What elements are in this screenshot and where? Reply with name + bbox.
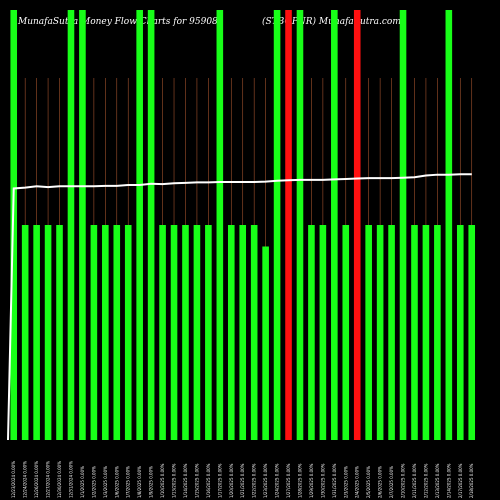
bar xyxy=(319,225,327,440)
x-tick-label: 1/7/2025 0.00% xyxy=(126,466,131,498)
x-tick-label: 1/2/2025 0.00% xyxy=(91,466,96,498)
x-tick-label: 2/18/2025 0.00% xyxy=(469,463,474,498)
x-tick-label: 2/3/2025 0.00% xyxy=(343,466,348,498)
x-tick-label: 2/6/2025 0.00% xyxy=(378,466,383,498)
x-tick-label: 1/30/2025 0.00% xyxy=(320,463,325,498)
x-tick-label: 1/31/2025 0.00% xyxy=(332,463,337,498)
bar xyxy=(170,225,178,440)
x-tick-label: 2/12/2025 0.00% xyxy=(423,463,428,498)
bar xyxy=(434,225,441,440)
bar xyxy=(308,225,315,440)
bar xyxy=(262,246,269,440)
x-tick-label: 1/23/2025 0.00% xyxy=(263,463,268,498)
x-tick-label: 1/6/2025 0.00% xyxy=(114,466,119,498)
bar xyxy=(159,225,166,440)
x-tick-label: 2/13/2025 0.00% xyxy=(435,463,440,498)
x-tick-label: 1/1/2025 0.00% xyxy=(80,466,85,498)
money-flow-line xyxy=(7,173,472,441)
bar-series xyxy=(10,10,476,440)
bar xyxy=(67,10,75,440)
x-tick-label: 1/9/2025 0.00% xyxy=(149,466,154,498)
bar xyxy=(273,10,281,440)
x-tick-label: 2/14/2025 0.00% xyxy=(446,463,451,498)
bar xyxy=(102,225,109,440)
bar xyxy=(342,225,350,440)
bar xyxy=(468,225,476,440)
bar xyxy=(422,225,430,440)
bar xyxy=(136,10,143,440)
bar xyxy=(44,225,52,440)
x-tick-label: 2/5/2025 0.00% xyxy=(366,466,371,498)
bar xyxy=(445,10,453,440)
bar xyxy=(285,10,292,440)
x-tick-label: 2/17/2025 0.00% xyxy=(458,463,463,498)
bar xyxy=(331,10,338,440)
x-tick-label: 1/28/2025 0.00% xyxy=(297,463,302,498)
bar xyxy=(56,225,63,440)
bar xyxy=(90,225,98,440)
x-tick-label: 1/3/2025 0.00% xyxy=(103,466,108,498)
x-tick-label: 1/27/2025 0.00% xyxy=(286,463,291,498)
x-tick-label: 1/10/2025 0.00% xyxy=(160,463,165,498)
x-tick-labels: 12/23/2024 0.00% 12/24/2024 0.00% 12/26/20… xyxy=(11,461,474,498)
bar xyxy=(147,10,155,440)
x-tick-label: 1/17/2025 0.00% xyxy=(217,463,222,498)
x-tick-label: 2/10/2025 0.00% xyxy=(401,463,406,498)
bar xyxy=(376,225,384,440)
bar xyxy=(205,225,212,440)
bar xyxy=(113,225,121,440)
x-tick-label: 2/4/2025 0.00% xyxy=(355,466,360,498)
bar xyxy=(353,10,361,440)
bar xyxy=(21,225,29,440)
bar xyxy=(124,225,132,440)
bar xyxy=(399,10,407,440)
x-tick-label: 12/24/2024 0.00% xyxy=(23,461,28,498)
bar xyxy=(182,225,189,440)
x-tick-label: 1/13/2025 0.00% xyxy=(172,463,177,498)
bar xyxy=(388,225,395,440)
x-tick-label: 1/14/2025 0.00% xyxy=(183,463,188,498)
x-tick-label: 12/31/2024 0.00% xyxy=(68,461,73,498)
x-tick-label: 12/23/2024 0.00% xyxy=(11,461,16,498)
bar xyxy=(79,10,86,440)
x-tick-label: 1/24/2025 0.00% xyxy=(275,463,280,498)
bar xyxy=(227,225,235,440)
bar xyxy=(33,225,40,440)
bar xyxy=(365,225,372,440)
bar xyxy=(250,225,258,440)
bar xyxy=(216,10,224,440)
bar xyxy=(239,225,247,440)
x-tick-label: 1/22/2025 0.00% xyxy=(252,463,257,498)
x-tick-label: 12/26/2024 0.00% xyxy=(34,461,39,498)
bar xyxy=(456,225,464,440)
x-tick-label: 1/20/2025 0.00% xyxy=(229,463,234,498)
x-tick-label: 12/30/2024 0.00% xyxy=(57,461,62,498)
bar xyxy=(411,225,418,440)
x-tick-label: 1/15/2025 0.00% xyxy=(194,463,199,498)
x-tick-label: 2/7/2025 0.00% xyxy=(389,466,394,498)
x-tick-label: 1/16/2025 0.00% xyxy=(206,463,211,498)
chart-title: MunafaSutra Money Flow Charts for 959085 xyxy=(17,17,224,27)
bar xyxy=(296,10,304,440)
x-tick-label: 1/21/2025 0.00% xyxy=(240,463,245,498)
x-tick-label: 1/8/2025 0.00% xyxy=(137,466,142,498)
x-tick-label: 12/27/2024 0.00% xyxy=(46,461,51,498)
x-tick-label: 1/29/2025 0.00% xyxy=(309,463,314,498)
x-tick-label: 2/11/2025 0.00% xyxy=(412,463,417,498)
bar xyxy=(193,225,201,440)
